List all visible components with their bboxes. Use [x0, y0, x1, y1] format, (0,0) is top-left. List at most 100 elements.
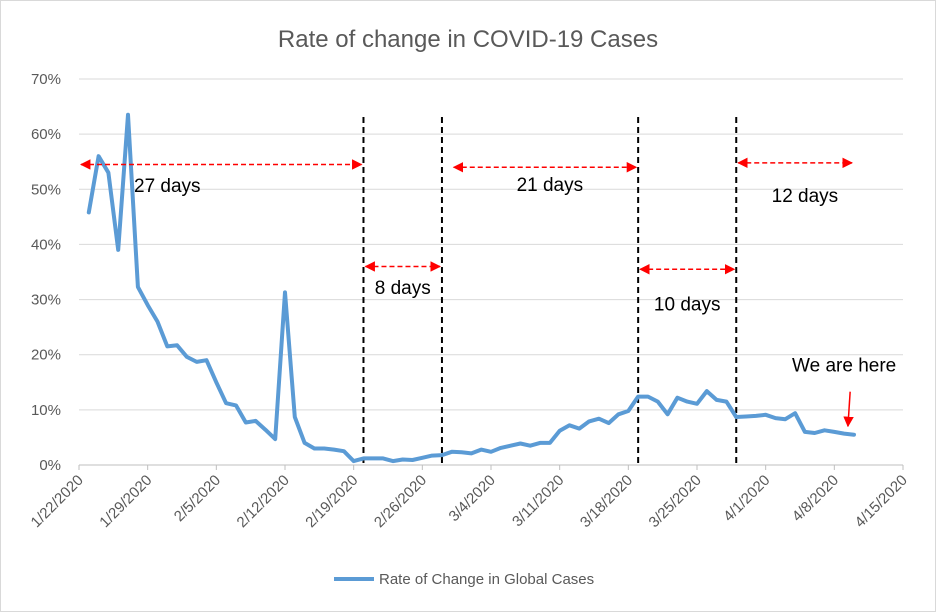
data-point	[577, 427, 581, 431]
data-point	[715, 398, 719, 402]
data-point	[666, 412, 670, 416]
data-point	[450, 450, 454, 454]
data-point	[695, 402, 699, 406]
x-tick-label: 1/22/2020	[28, 472, 87, 531]
data-point	[587, 419, 591, 423]
x-tick-label: 2/12/2020	[234, 472, 293, 531]
data-point	[116, 248, 120, 252]
data-point	[597, 417, 601, 421]
data-point	[204, 358, 209, 362]
data-point	[322, 446, 326, 451]
x-tick-label: 2/19/2020	[302, 472, 361, 531]
data-point	[499, 446, 503, 450]
data-point	[410, 458, 415, 462]
data-point	[489, 450, 493, 454]
data-point	[460, 450, 464, 454]
data-point	[312, 446, 316, 451]
data-point	[764, 413, 768, 417]
annotation-label: 27 days	[134, 176, 201, 197]
data-point	[224, 401, 228, 405]
data-point	[783, 417, 787, 421]
range-arrows	[79, 157, 854, 428]
data-point	[705, 389, 709, 393]
x-tick-label: 4/1/2020	[720, 472, 773, 525]
y-tick-label: 40%	[31, 236, 61, 253]
annotation-label: 8 days	[375, 278, 431, 299]
data-point	[724, 400, 729, 404]
data-point	[97, 154, 101, 158]
x-tick-label: 2/5/2020	[171, 472, 224, 525]
data-point	[244, 420, 248, 425]
data-point	[106, 171, 110, 175]
data-point	[430, 454, 434, 458]
data-point	[813, 431, 817, 435]
data-point	[371, 456, 375, 460]
y-tick-label: 60%	[31, 126, 61, 143]
data-point	[254, 419, 258, 423]
data-point	[165, 344, 169, 348]
x-tick-label: 3/4/2020	[446, 472, 499, 525]
data-point	[263, 428, 267, 432]
x-axis-ticks: 1/22/2020 1/29/2020 2/5/2020 2/12/2020 2/19/…	[28, 465, 911, 531]
data-point	[852, 433, 856, 437]
y-tick-label: 0%	[39, 457, 61, 474]
data-point	[656, 400, 660, 404]
pointer-arrow	[843, 391, 854, 428]
chart-title: Rate of change in COVID-19 Cases	[278, 26, 658, 53]
x-tick-label: 4/8/2020	[789, 472, 842, 525]
data-point	[352, 459, 356, 463]
y-tick-label: 70%	[31, 71, 61, 88]
data-point	[842, 432, 846, 436]
x-tick-label: 2/26/2020	[371, 472, 430, 531]
data-point	[626, 409, 630, 413]
legend: Rate of Change in Global Cases	[334, 571, 594, 588]
data-point	[469, 451, 473, 455]
data-point	[734, 415, 738, 419]
data-point	[793, 411, 797, 415]
data-point	[744, 414, 748, 419]
data-point	[175, 343, 179, 347]
data-point	[636, 395, 640, 399]
data-point	[391, 459, 395, 463]
y-axis-ticks: 0% 10% 20% 30% 40% 50% 60% 70%	[31, 71, 61, 474]
data-point	[195, 360, 199, 364]
data-point	[126, 113, 130, 117]
data-point	[420, 456, 424, 460]
data-point	[803, 430, 807, 434]
data-point	[342, 449, 346, 453]
annotation-label: We are here	[792, 355, 896, 376]
data-point	[509, 444, 513, 448]
data-point	[146, 303, 150, 307]
data-point	[548, 441, 552, 445]
data-point	[185, 355, 189, 359]
annotation-label: 12 days	[772, 186, 839, 207]
data-point	[528, 444, 532, 448]
data-point	[136, 285, 140, 289]
data-point	[607, 421, 611, 425]
data-point	[401, 457, 405, 462]
data-point	[479, 448, 483, 452]
data-point	[234, 403, 238, 407]
annotations: 27 days 8 days 21 days 10 days 12 days We are…	[134, 175, 896, 376]
data-point	[440, 453, 444, 457]
y-tick-label: 50%	[31, 181, 61, 198]
data-point	[685, 400, 689, 404]
data-point	[273, 437, 277, 441]
data-point	[675, 396, 680, 400]
x-tick-label: 3/11/2020	[509, 472, 567, 530]
x-tick-label: 3/25/2020	[646, 472, 705, 531]
data-point	[283, 290, 287, 294]
data-point	[87, 210, 91, 214]
data-point	[754, 414, 758, 418]
vertical-markers	[362, 117, 738, 465]
data-point	[332, 448, 336, 452]
data-point	[832, 430, 836, 434]
data-point	[293, 415, 297, 419]
annotation-label: 10 days	[654, 295, 721, 316]
data-point	[155, 320, 160, 324]
x-tick-label: 3/18/2020	[577, 472, 636, 531]
gridlines	[79, 78, 903, 411]
y-tick-label: 10%	[31, 402, 61, 419]
